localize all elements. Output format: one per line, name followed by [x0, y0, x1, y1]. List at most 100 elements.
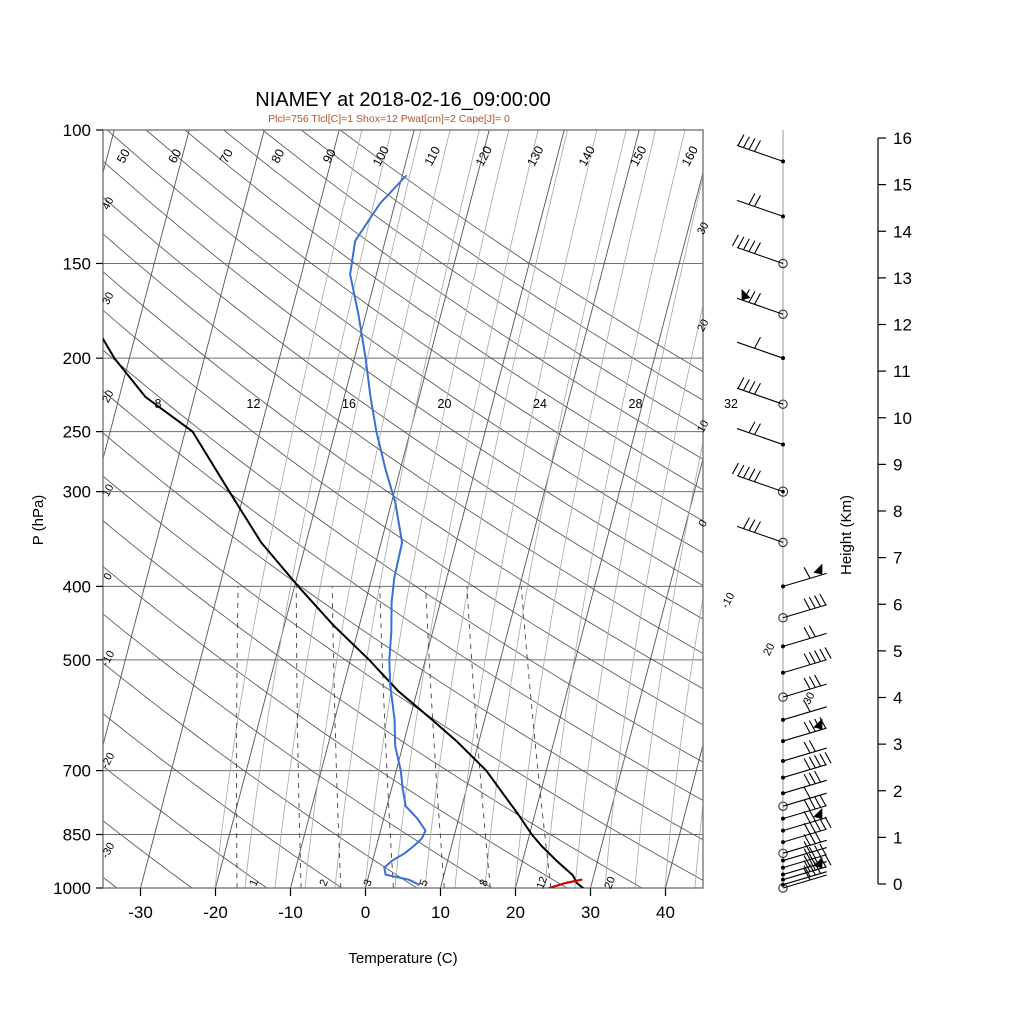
- mixing-ratio-label: 8: [478, 878, 491, 888]
- wind-barb: [778, 593, 827, 623]
- wind-barb: [781, 647, 832, 675]
- wind-barb: [736, 134, 785, 164]
- isotherm-label-right: 20: [761, 641, 777, 657]
- temperature-tick-label: -10: [278, 903, 303, 922]
- subtitle-indices: Plcl=756 Tlcl[C]=1 Shox=12 Pwat[cm]=2 Ca…: [268, 113, 510, 125]
- isotherm-label-right: 20: [695, 317, 711, 333]
- isotherm-label-right: 0: [697, 518, 710, 529]
- plot-frame: [102, 129, 704, 889]
- dry-adiabat-label: 70: [217, 147, 236, 166]
- height-tick-label: 5: [893, 642, 902, 661]
- height-tick-label: 15: [893, 176, 912, 195]
- page-title: NIAMEY at 2018-02-16_09:00:00: [255, 89, 550, 111]
- temperature-tick-label: 20: [506, 903, 525, 922]
- dry-adiabat-label: 60: [166, 147, 185, 166]
- height-tick-label: 8: [893, 502, 902, 521]
- pressure-tick-label: 700: [63, 762, 91, 781]
- wind-barb: [781, 807, 827, 833]
- trace-dewpoint: [349, 175, 427, 886]
- mixing-ratio-label: 5: [418, 878, 431, 888]
- dry-adiabat-label: 50: [114, 147, 133, 166]
- mixing-ratio-label: 20: [602, 875, 618, 891]
- wind-barb: [778, 674, 827, 702]
- height-tick-label: 10: [893, 409, 912, 428]
- mixing-ratio-label: 3: [362, 878, 375, 888]
- pressure-tick-label: 200: [63, 349, 91, 368]
- height-tick-label: 3: [893, 735, 902, 754]
- height-tick-label: 7: [893, 549, 902, 568]
- wind-barb: [731, 462, 789, 497]
- wind-barb: [781, 770, 827, 796]
- wind-barb: [736, 421, 785, 447]
- y2-axis-title: Height (Km): [838, 495, 855, 575]
- pressure-tick-label: 300: [63, 483, 91, 502]
- sounding-traces: [103, 175, 584, 888]
- wind-barb: [781, 794, 827, 821]
- isotherm-label-right: 10: [695, 418, 711, 434]
- pressure-tick-label: 100: [63, 121, 91, 140]
- x-axis-title: Temperature (C): [348, 950, 457, 967]
- height-tick-label: 4: [893, 689, 902, 708]
- isotherm-label-left: 0: [102, 571, 115, 582]
- pressure-tick-label: 850: [63, 825, 91, 844]
- wind-barb: [781, 752, 832, 780]
- temperature-tick-label: -30: [128, 903, 153, 922]
- moist-adiabat-label: 32: [724, 397, 738, 411]
- pressure-tick-label: 150: [63, 254, 91, 273]
- wind-barb-column: [731, 130, 832, 893]
- moist-adiabat-label: 16: [342, 397, 356, 411]
- y-axis-title: P (hPa): [30, 495, 47, 546]
- mixing-ratio-label: 1: [248, 878, 261, 888]
- moist-adiabat-label: 24: [533, 397, 547, 411]
- isotherm-label-left: 10: [100, 482, 116, 498]
- temperature-tick-label: 0: [361, 903, 370, 922]
- wind-barb: [781, 816, 832, 845]
- trace-parcel-path: [548, 878, 583, 888]
- height-tick-label: 1: [893, 828, 902, 847]
- height-tick-label: 13: [893, 269, 912, 288]
- temperature-tick-label: -20: [203, 903, 228, 922]
- height-tick-label: 9: [893, 455, 902, 474]
- pressure-tick-label: 400: [63, 577, 91, 596]
- mixing-ratio-label: 12: [534, 875, 550, 891]
- height-tick-label: 14: [893, 222, 912, 241]
- dry-adiabat-label: 90: [320, 147, 339, 166]
- isotherm-label-left: 40: [100, 195, 116, 211]
- wind-barb: [778, 786, 827, 811]
- wind-barb: [736, 288, 788, 319]
- wind-barb: [736, 193, 785, 219]
- moist-adiabat-label: 28: [629, 397, 643, 411]
- moist-adiabat-label: 20: [438, 397, 452, 411]
- isotherm-label-right: 30: [695, 220, 711, 236]
- height-tick-label: 2: [893, 782, 902, 801]
- dry-adiabat-label: 80: [269, 147, 288, 166]
- temperature-tick-label: 40: [656, 903, 675, 922]
- moist-adiabat-label: 8: [155, 397, 162, 411]
- temperature-tick-label: 30: [581, 903, 600, 922]
- wind-barb: [781, 841, 827, 863]
- wind-barb: [781, 563, 827, 589]
- wind-barb: [781, 625, 827, 649]
- isotherm-label-left: 20: [100, 388, 116, 404]
- height-tick-label: 11: [893, 362, 911, 381]
- wind-barb: [781, 717, 827, 744]
- wind-barb: [736, 517, 788, 548]
- height-tick-label: 16: [893, 129, 912, 148]
- mixing-ratio-label: 2: [318, 878, 331, 888]
- height-tick-label: 6: [893, 595, 902, 614]
- trace-temperature: [103, 336, 584, 888]
- wind-barb: [736, 336, 785, 361]
- temperature-tick-label: 10: [431, 903, 450, 922]
- wind-barb: [781, 740, 827, 764]
- moist-adiabat-label: 12: [247, 397, 261, 411]
- height-tick-label: 0: [893, 875, 902, 894]
- wind-barb: [781, 854, 832, 882]
- isotherm-label-left: 30: [100, 290, 116, 306]
- pressure-tick-label: 1000: [53, 879, 91, 898]
- pressure-tick-label: 500: [63, 651, 91, 670]
- wind-barb: [781, 843, 827, 870]
